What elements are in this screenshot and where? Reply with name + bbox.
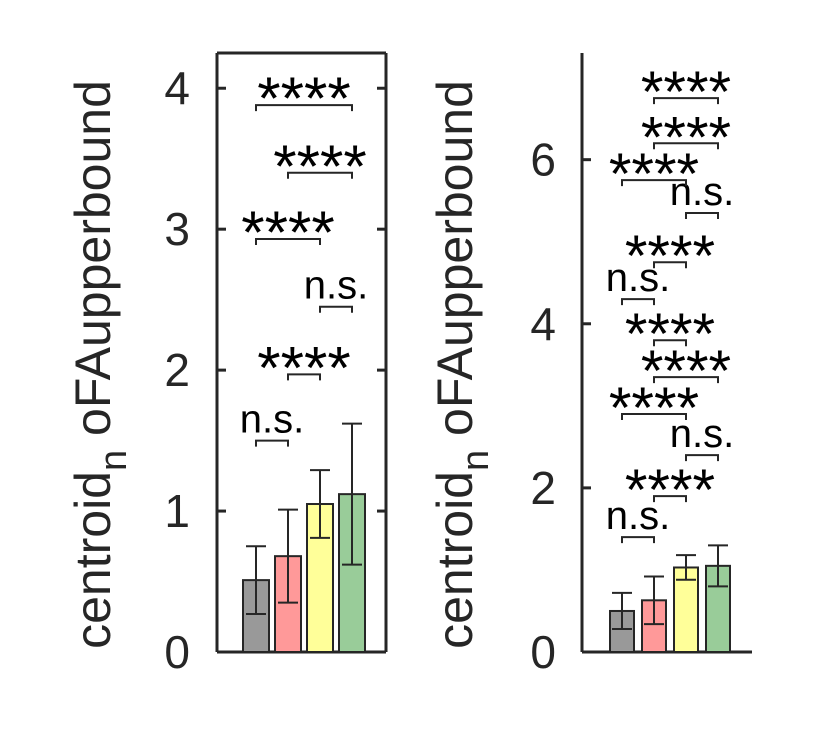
bar: [242, 579, 270, 653]
y-axis-label-rest: oFAupperbound: [65, 80, 121, 450]
significance-label: ****: [273, 133, 366, 200]
y-tick-label: 0: [530, 626, 556, 678]
y-tick-label: 4: [164, 62, 190, 114]
significance-bracket: [319, 305, 353, 313]
significance-label: n.s.: [606, 494, 670, 538]
significance-label: ****: [241, 199, 334, 266]
significance-bracket: [653, 376, 719, 384]
significance-label: ****: [641, 105, 731, 170]
y-axis-label-main: centroid: [427, 471, 483, 649]
significance-bracket: [287, 171, 353, 179]
significance-label: ****: [609, 142, 699, 207]
significance-label: n.s.: [670, 170, 734, 214]
significance-bracket: [653, 261, 687, 269]
y-axis-label-subscript: n: [93, 450, 135, 471]
significance-label: ****: [625, 224, 715, 289]
significance-label: ****: [641, 60, 731, 125]
bar: [673, 566, 699, 654]
significance-label: ****: [625, 458, 715, 523]
significance-bracket: [255, 439, 289, 447]
significance-label: n.s.: [240, 398, 304, 442]
y-axis-label: centroidn oFAupperbound: [427, 80, 497, 649]
significance-bracket: [621, 536, 655, 544]
y-tick-label: 0: [164, 626, 190, 678]
significance-bracket: [621, 413, 687, 421]
significance-label: n.s.: [304, 264, 368, 308]
significance-bracket: [255, 104, 353, 112]
significance-bracket: [621, 298, 655, 306]
y-axis-label-subscript: n: [455, 450, 497, 471]
significance-label: ****: [625, 302, 715, 367]
significance-bracket: [653, 142, 719, 150]
significance-bracket: [287, 373, 321, 381]
significance-bracket: [685, 454, 719, 462]
significance-label: n.s.: [670, 412, 734, 456]
significance-label: ****: [257, 65, 350, 132]
y-tick-label: 6: [530, 134, 556, 186]
significance-label: ****: [641, 339, 731, 404]
significance-bracket: [685, 212, 719, 220]
y-tick-label: 3: [164, 203, 190, 255]
significance-bracket: [653, 339, 687, 347]
significance-bracket: [621, 179, 687, 187]
significance-bracket: [255, 238, 321, 246]
y-tick-label: 2: [164, 344, 190, 396]
y-tick-label: 4: [530, 298, 556, 350]
y-axis-label-rest: oFAupperbound: [427, 80, 483, 450]
significance-label: ****: [609, 376, 699, 441]
y-tick-label: 2: [530, 462, 556, 514]
significance-label: n.s.: [606, 256, 670, 300]
y-axis-label: centroidn oFAupperbound: [65, 80, 135, 649]
significance-label: ****: [257, 334, 350, 401]
significance-bracket: [653, 97, 719, 105]
significance-bracket: [653, 495, 687, 503]
y-tick-label: 1: [164, 485, 190, 537]
bar: [274, 555, 302, 653]
y-axis-label-main: centroid: [65, 471, 121, 649]
